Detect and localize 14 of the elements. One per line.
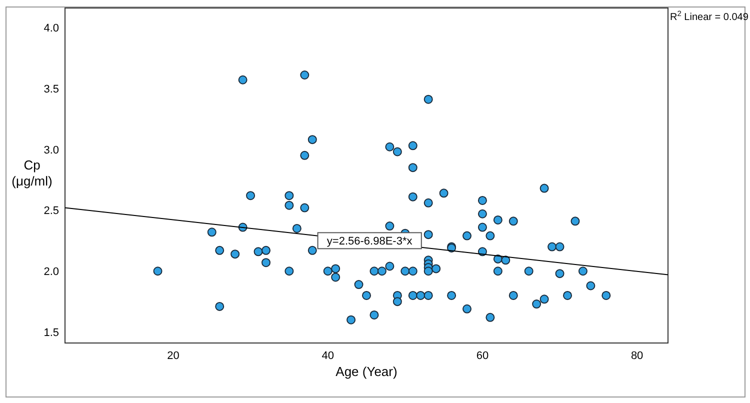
y-axis-title: Cp (μg/ml) [12,158,52,188]
x-axis-title: Age (Year) [336,364,398,379]
x-tick-label: 60 [476,350,489,362]
x-tick-label: 80 [630,350,644,362]
annotation: y=2.56-6.98E-3*x [326,236,413,248]
text: R$^{2}$ Linear = 0.049 [670,8,749,23]
x-tick-label: 20 [167,350,180,362]
y-tick-label: 4.0 [44,22,59,34]
y-tick-label: 3.5 [44,83,59,96]
y-tick-label: 2.0 [44,266,59,278]
y-tick-label: 3.0 [44,144,59,156]
y-tick-label: 2.5 [44,205,59,218]
x-tick-label: 40 [322,350,334,362]
y-tick-label: 1.5 [44,327,59,340]
